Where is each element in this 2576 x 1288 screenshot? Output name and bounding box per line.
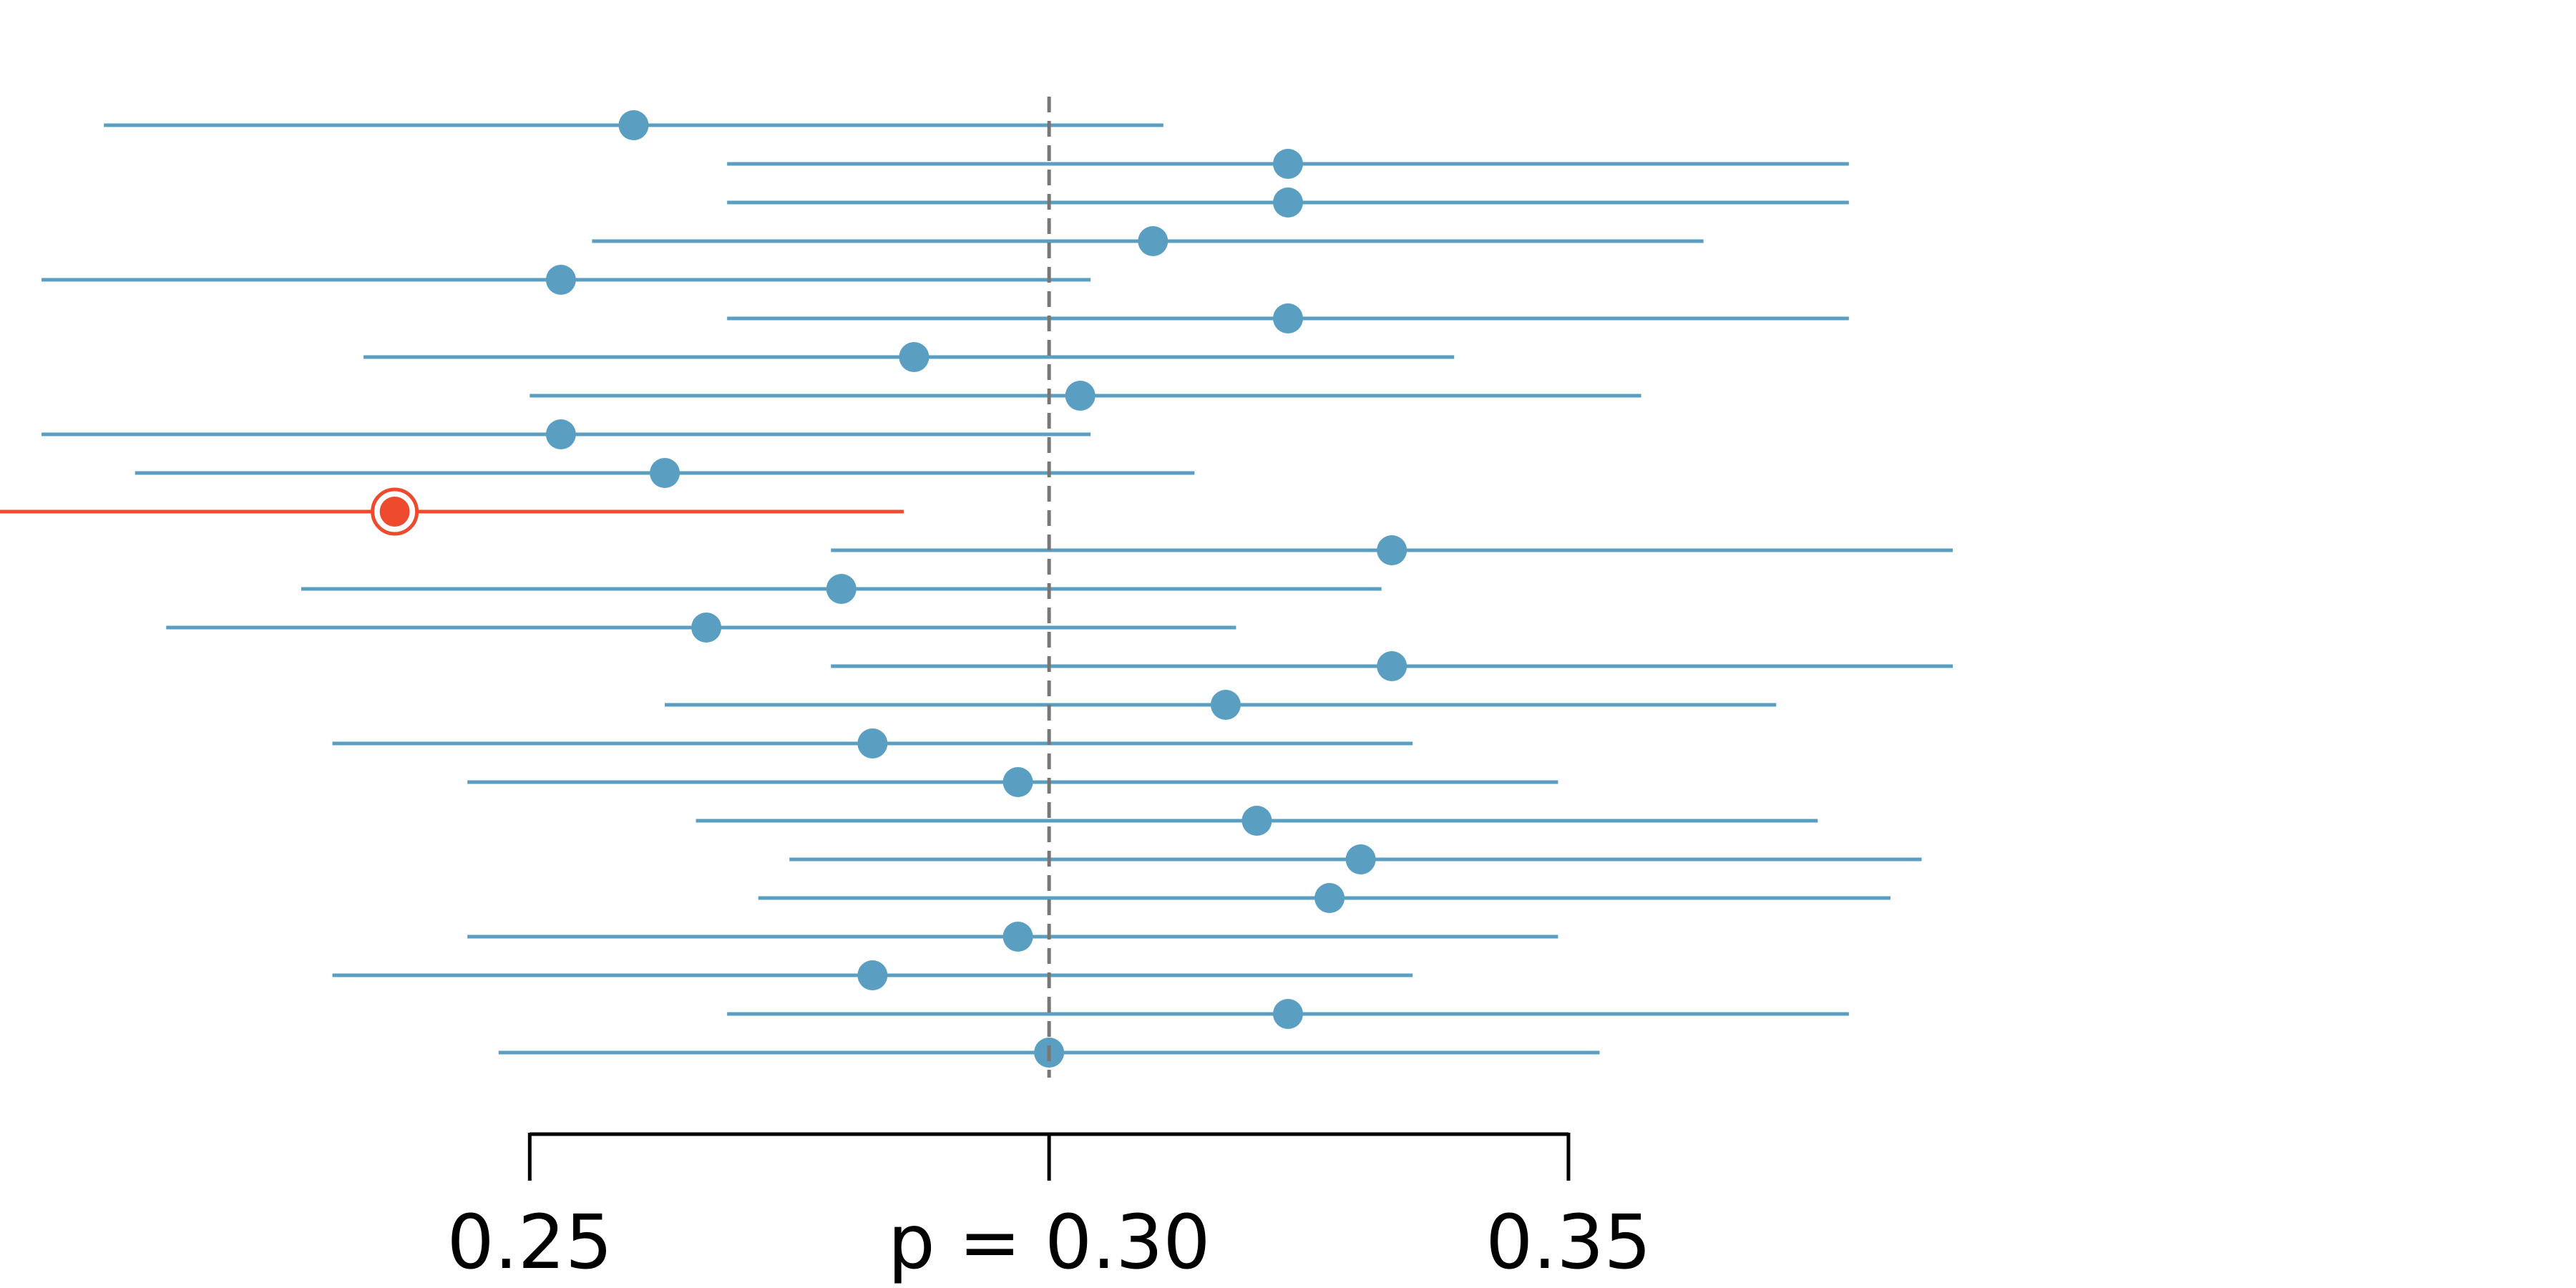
interval (831, 651, 1953, 681)
point-estimate (1273, 303, 1303, 333)
interval (332, 960, 1413, 990)
interval (42, 419, 1091, 449)
point-estimate (1345, 844, 1376, 874)
interval (301, 574, 1382, 604)
tick-label: 0.35 (1485, 1199, 1652, 1286)
point-estimate (650, 458, 680, 488)
interval (665, 690, 1777, 720)
point-estimate (857, 728, 888, 758)
interval (467, 767, 1558, 797)
interval (727, 187, 1849, 218)
point-estimate (857, 960, 888, 990)
point-estimate (1377, 651, 1407, 681)
point-estimate (379, 497, 410, 527)
interval (42, 265, 1091, 295)
interval (166, 613, 1236, 643)
point-estimate (545, 265, 576, 295)
interval (727, 303, 1849, 333)
interval (727, 999, 1849, 1029)
interval (530, 381, 1641, 411)
point-estimate (1065, 381, 1096, 411)
interval (727, 149, 1849, 179)
interval (758, 883, 1890, 913)
tick-label: p = 0.30 (888, 1199, 1211, 1286)
point-estimate (1273, 999, 1303, 1029)
interval (104, 110, 1163, 140)
point-estimate (1273, 187, 1303, 218)
point-estimate (545, 419, 576, 449)
interval (831, 535, 1953, 565)
point-estimate (618, 110, 649, 140)
interval (789, 844, 1922, 874)
interval (696, 806, 1818, 836)
point-estimate (1210, 690, 1241, 720)
point-estimate (826, 574, 857, 604)
interval (364, 342, 1455, 372)
interval (135, 458, 1195, 488)
tick-label: 0.25 (447, 1199, 613, 1286)
interval (592, 226, 1704, 256)
point-estimate (1241, 806, 1272, 836)
point-estimate (1314, 883, 1345, 913)
highlighted-interval (0, 487, 904, 536)
x-axis: 0.25 p = 0.30 0.35 (447, 1132, 1652, 1286)
interval (467, 922, 1558, 952)
interval (332, 728, 1413, 758)
point-estimate (691, 613, 722, 643)
point-estimate (1002, 922, 1033, 952)
point-estimate (1138, 226, 1169, 256)
interval-layer (0, 110, 1953, 1068)
point-estimate (1002, 767, 1033, 797)
point-estimate (899, 342, 930, 372)
point-estimate (1273, 149, 1303, 179)
point-estimate (1377, 535, 1407, 565)
